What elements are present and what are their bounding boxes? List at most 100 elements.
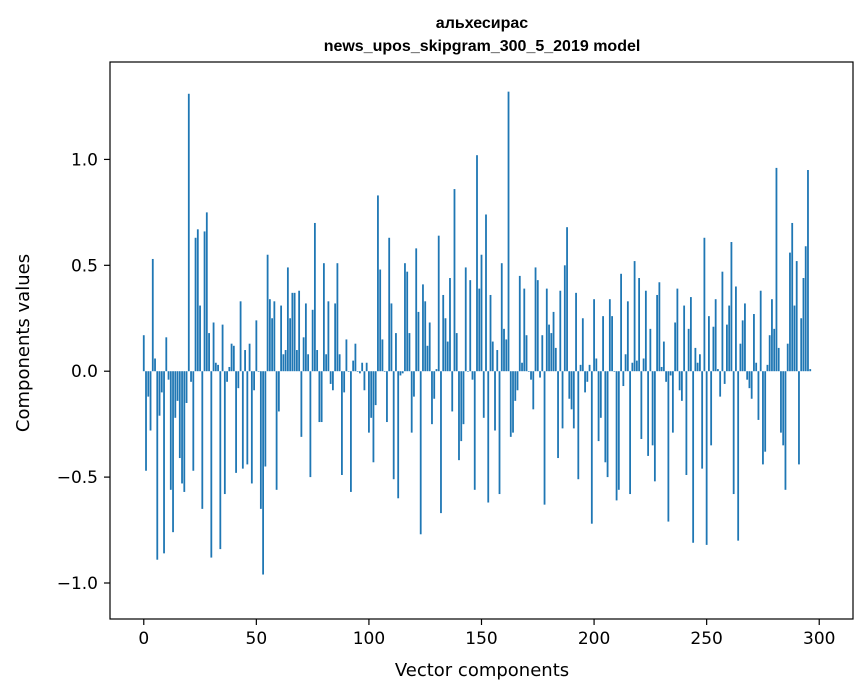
bar: [406, 271, 409, 372]
bar: [615, 371, 618, 501]
bar: [404, 263, 406, 372]
bar: [629, 371, 631, 495]
bar: [451, 371, 454, 412]
bar: [460, 371, 463, 442]
bar: [536, 280, 539, 372]
bar: [674, 322, 677, 372]
bar: [548, 324, 550, 372]
bar: [212, 322, 215, 372]
bar: [334, 303, 337, 372]
bar: [581, 318, 584, 372]
bar: [527, 371, 530, 372]
bar: [714, 299, 717, 372]
bar: [368, 371, 370, 433]
bar: [786, 343, 789, 372]
bar: [485, 214, 487, 372]
bar: [696, 362, 699, 372]
bar: [545, 288, 548, 372]
bar: [469, 280, 472, 372]
bar: [744, 303, 746, 372]
bar: [507, 91, 510, 372]
bar: [325, 354, 328, 372]
bar: [753, 314, 755, 372]
x-tick-label: 250: [690, 629, 722, 649]
bar: [516, 371, 519, 391]
bar: [705, 371, 708, 545]
bar: [595, 358, 598, 372]
bar: [554, 347, 557, 372]
bar: [154, 358, 156, 372]
bar: [149, 371, 152, 431]
bar: [422, 284, 424, 372]
y-tick-label: −1.0: [57, 574, 98, 594]
bar: [633, 261, 636, 372]
bar: [145, 371, 147, 471]
bar: [435, 369, 438, 372]
bar: [415, 248, 418, 372]
bar: [482, 371, 485, 418]
bar: [656, 294, 659, 372]
bar: [523, 288, 526, 372]
bar: [593, 299, 595, 372]
bar: [266, 254, 269, 372]
bar: [557, 371, 559, 459]
bar: [250, 371, 253, 484]
bar: [703, 237, 706, 372]
bar: [295, 350, 298, 372]
bar: [748, 371, 751, 389]
bar: [737, 371, 740, 541]
bar: [471, 371, 474, 380]
bar: [437, 235, 440, 372]
bar: [185, 371, 188, 403]
bar: [318, 371, 321, 423]
bar: [606, 371, 609, 478]
bar: [559, 290, 562, 372]
bar: [214, 362, 217, 372]
bar: [764, 371, 767, 452]
bar: [626, 301, 629, 372]
bar: [735, 286, 737, 372]
y-axis-label: Components values: [13, 254, 34, 432]
bar: [262, 371, 264, 575]
bar: [683, 305, 686, 372]
bar: [187, 93, 190, 372]
bar: [518, 275, 521, 372]
bar: [635, 360, 638, 372]
bar: [509, 371, 512, 437]
bar: [671, 371, 674, 433]
bar: [433, 371, 436, 399]
x-axis-ticks: 0 50 100 150 200 250 300: [138, 619, 835, 649]
bar: [282, 354, 285, 372]
x-tick-label: 300: [803, 629, 835, 649]
bar: [194, 237, 197, 372]
bar: [239, 301, 242, 372]
bar: [316, 350, 319, 372]
bar-series: [142, 91, 812, 575]
bar: [638, 278, 641, 372]
bar: [336, 263, 339, 372]
bar: [361, 362, 364, 372]
bar: [541, 335, 544, 372]
bar: [343, 371, 346, 393]
bar: [181, 371, 183, 484]
bar: [327, 301, 330, 372]
bar: [377, 195, 379, 372]
bar: [199, 305, 201, 372]
bar: [255, 320, 258, 372]
bar: [505, 339, 508, 372]
bar: [237, 371, 240, 389]
bar: [253, 371, 255, 391]
bar: [444, 318, 447, 372]
bar: [726, 324, 728, 372]
bar: [388, 237, 391, 372]
bar: [728, 305, 731, 372]
bar: [653, 371, 656, 482]
plot-frame: [109, 61, 854, 620]
bar: [273, 301, 276, 372]
bar: [647, 371, 650, 456]
bar: [694, 347, 697, 372]
bar: [440, 371, 442, 514]
bar: [789, 252, 791, 372]
bar: [487, 371, 490, 503]
